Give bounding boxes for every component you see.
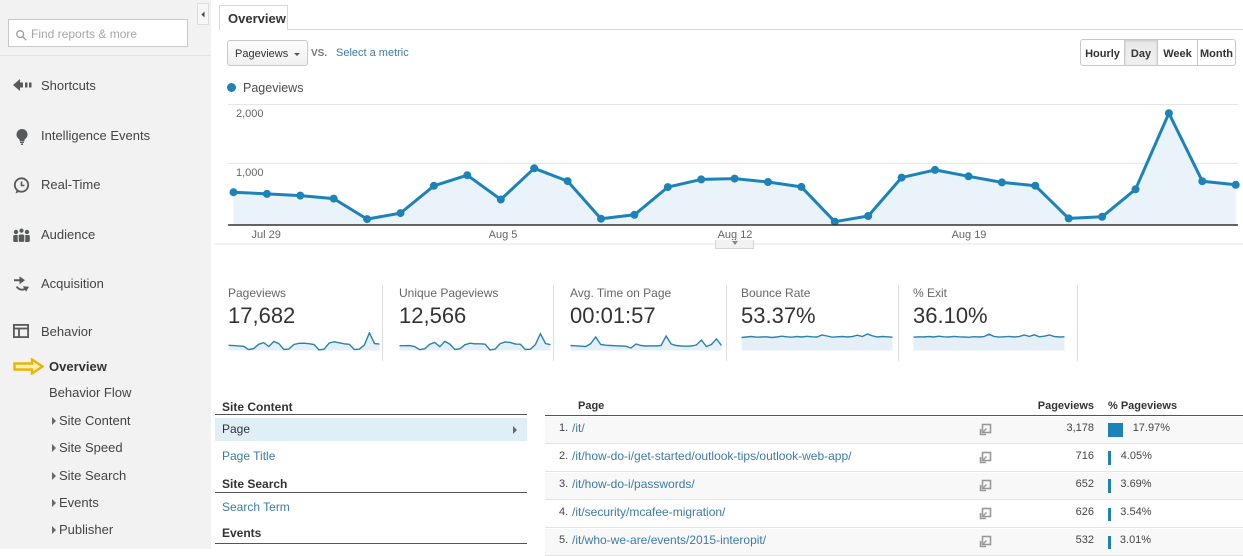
svg-text:Jul 29: Jul 29	[252, 229, 281, 241]
svg-text:Aug 19: Aug 19	[952, 229, 987, 241]
svg-text:Aug 5: Aug 5	[489, 229, 518, 241]
svg-text:2,000: 2,000	[236, 108, 264, 120]
svg-text:Aug 12: Aug 12	[718, 229, 753, 241]
svg-text:1,000: 1,000	[236, 167, 264, 179]
